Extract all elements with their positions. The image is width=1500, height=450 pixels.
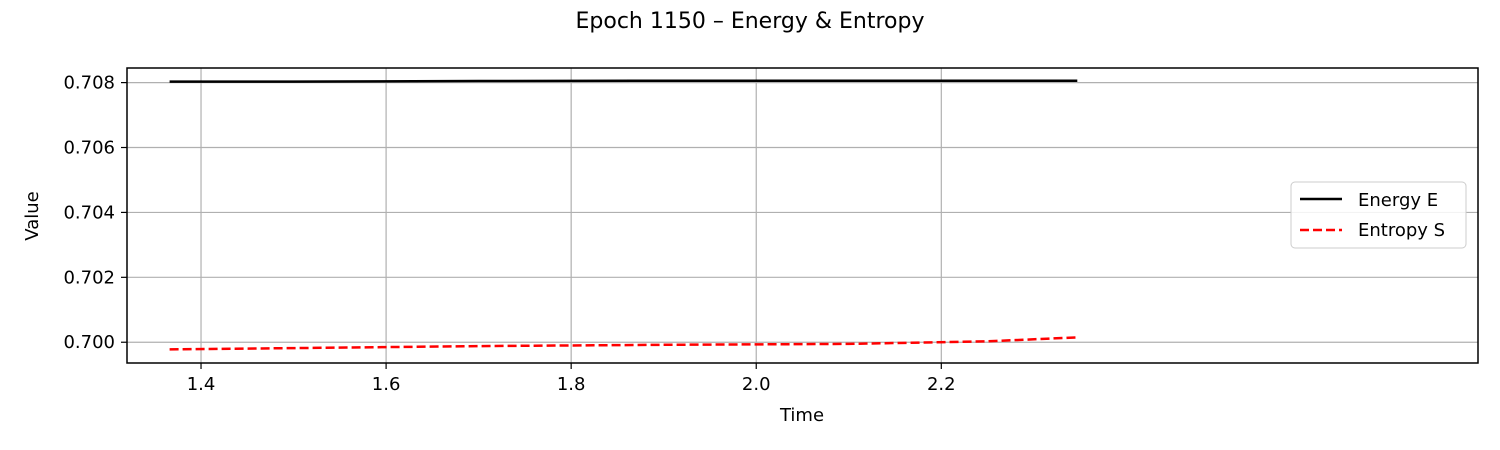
series-line-energy [169, 79, 1078, 83]
y-axis-ticks: 0.700 0.702 0.704 0.706 0.708 [63, 73, 127, 353]
chart-title: Epoch 1150 – Energy & Entropy [576, 9, 925, 34]
y-axis-label: Value [22, 191, 43, 240]
x-axis-label: Time [779, 405, 824, 426]
y-tick-label: 0.706 [63, 138, 115, 159]
y-tick-label: 0.704 [63, 202, 115, 223]
x-tick-label: 2.0 [742, 374, 771, 395]
x-tick-label: 1.6 [372, 374, 401, 395]
x-tick-label: 2.2 [927, 374, 956, 395]
legend: Energy E Entropy S [1290, 181, 1467, 249]
legend-label-entropy: Entropy S [1358, 220, 1445, 241]
plot-area [126, 67, 1479, 364]
x-tick-label: 1.8 [557, 374, 586, 395]
y-tick-label: 0.708 [63, 73, 115, 94]
x-tick-label: 1.4 [187, 374, 216, 395]
x-axis-ticks: 1.4 1.6 1.8 2.0 2.2 [187, 363, 956, 395]
legend-label-energy: Energy E [1358, 190, 1438, 211]
y-tick-label: 0.700 [63, 332, 115, 353]
plot-lines [169, 79, 1078, 351]
series-line-entropy [169, 336, 1078, 351]
y-tick-label: 0.702 [63, 267, 115, 288]
grid [127, 68, 1478, 363]
